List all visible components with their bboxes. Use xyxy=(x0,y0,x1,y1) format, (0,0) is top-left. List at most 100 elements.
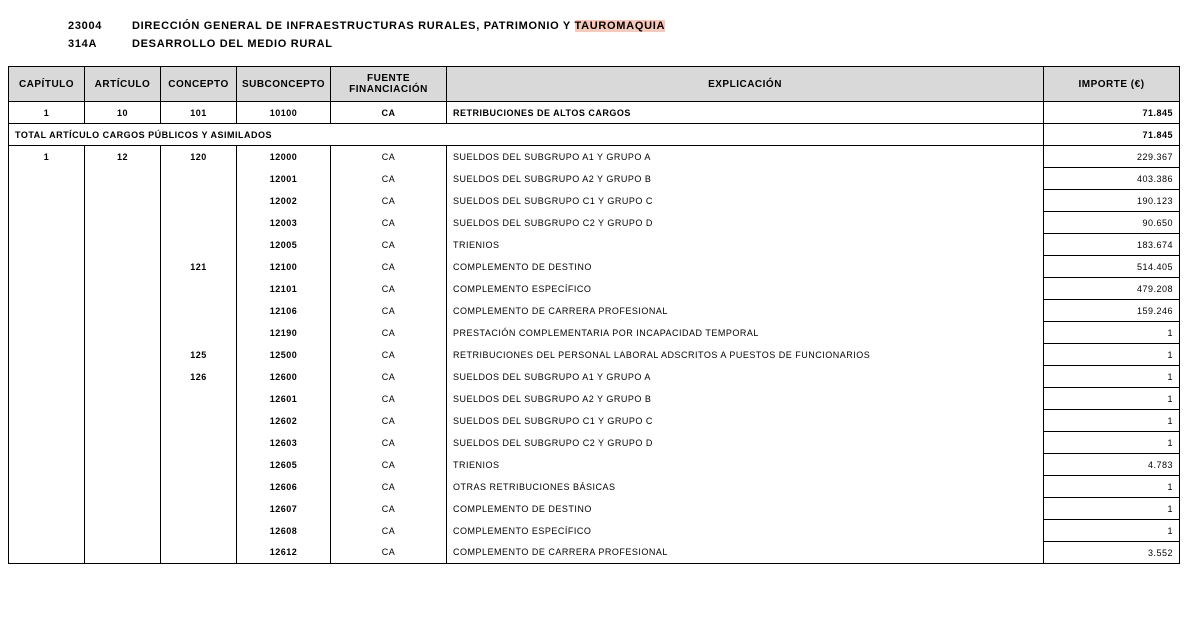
cell-fuente: CA xyxy=(331,300,447,322)
total-amount: 71.845 xyxy=(1044,124,1180,146)
cell-concepto xyxy=(161,454,237,476)
cell-subconcepto: 12605 xyxy=(237,454,331,476)
cell-capitulo xyxy=(9,410,85,432)
cell-importe: 190.123 xyxy=(1044,190,1180,212)
cell-subconcepto: 12500 xyxy=(237,344,331,366)
cell-capitulo xyxy=(9,168,85,190)
cell-articulo xyxy=(85,520,161,542)
cell-concepto: 120 xyxy=(161,146,237,168)
table-body: 11010110100CARETRIBUCIONES DE ALTOS CARG… xyxy=(9,102,1180,564)
cell-fuente: CA xyxy=(331,454,447,476)
cell-capitulo xyxy=(9,212,85,234)
cell-concepto: 121 xyxy=(161,256,237,278)
cell-concepto xyxy=(161,388,237,410)
cell-concepto xyxy=(161,300,237,322)
cell-subconcepto: 12612 xyxy=(237,542,331,564)
cell-subconcepto: 12607 xyxy=(237,498,331,520)
cell-fuente: CA xyxy=(331,322,447,344)
cell-importe: 1 xyxy=(1044,498,1180,520)
cell-articulo: 12 xyxy=(85,146,161,168)
cell-concepto xyxy=(161,542,237,564)
cell-explicacion: PRESTACIÓN COMPLEMENTARIA POR INCAPACIDA… xyxy=(447,322,1044,344)
col-importe: IMPORTE (€) xyxy=(1044,67,1180,102)
cell-fuente: CA xyxy=(331,212,447,234)
cell-articulo xyxy=(85,388,161,410)
cell-capitulo xyxy=(9,454,85,476)
cell-subconcepto: 12005 xyxy=(237,234,331,256)
cell-articulo xyxy=(85,432,161,454)
cell-fuente: CA xyxy=(331,344,447,366)
cell-importe: 183.674 xyxy=(1044,234,1180,256)
cell-fuente: CA xyxy=(331,476,447,498)
cell-capitulo xyxy=(9,498,85,520)
cell-importe: 1 xyxy=(1044,520,1180,542)
cell-fuente: CA xyxy=(331,256,447,278)
cell-explicacion: COMPLEMENTO ESPECÍFICO xyxy=(447,278,1044,300)
table-row: 12612CACOMPLEMENTO DE CARRERA PROFESIONA… xyxy=(9,542,1180,564)
cell-importe: 3.552 xyxy=(1044,542,1180,564)
cell-capitulo xyxy=(9,344,85,366)
cell-concepto xyxy=(161,520,237,542)
cell-explicacion: RETRIBUCIONES DEL PERSONAL LABORAL ADSCR… xyxy=(447,344,1044,366)
cell-importe: 229.367 xyxy=(1044,146,1180,168)
table-row: 12112100CACOMPLEMENTO DE DESTINO514.405 xyxy=(9,256,1180,278)
cell-articulo xyxy=(85,476,161,498)
cell-concepto xyxy=(161,322,237,344)
cell-articulo xyxy=(85,498,161,520)
total-row: TOTAL ARTÍCULO CARGOS PÚBLICOS Y ASIMILA… xyxy=(9,124,1180,146)
cell-articulo xyxy=(85,168,161,190)
cell-importe: 1 xyxy=(1044,432,1180,454)
col-explicacion: EXPLICACIÓN xyxy=(447,67,1044,102)
cell-explicacion: SUELDOS DEL SUBGRUPO A2 Y GRUPO B xyxy=(447,168,1044,190)
cell-articulo xyxy=(85,542,161,564)
cell-explicacion: TRIENIOS xyxy=(447,234,1044,256)
cell-articulo xyxy=(85,190,161,212)
total-label: TOTAL ARTÍCULO CARGOS PÚBLICOS Y ASIMILA… xyxy=(9,124,1044,146)
cell-concepto: 126 xyxy=(161,366,237,388)
table-row: 12608CACOMPLEMENTO ESPECÍFICO1 xyxy=(9,520,1180,542)
cell-importe: 403.386 xyxy=(1044,168,1180,190)
cell-concepto xyxy=(161,168,237,190)
table-row: 12603CASUELDOS DEL SUBGRUPO C2 Y GRUPO D… xyxy=(9,432,1180,454)
cell-articulo xyxy=(85,300,161,322)
cell-explicacion: COMPLEMENTO DE CARRERA PROFESIONAL xyxy=(447,542,1044,564)
cell-importe: 1 xyxy=(1044,344,1180,366)
cell-concepto xyxy=(161,190,237,212)
cell-concepto xyxy=(161,476,237,498)
cell-subconcepto: 12601 xyxy=(237,388,331,410)
org-name: DIRECCIÓN GENERAL DE INFRAESTRUCTURAS RU… xyxy=(132,20,665,32)
cell-explicacion: SUELDOS DEL SUBGRUPO C1 Y GRUPO C xyxy=(447,190,1044,212)
cell-articulo xyxy=(85,366,161,388)
table-header-row: CAPÍTULO ARTÍCULO CONCEPTO SUBCONCEPTO F… xyxy=(9,67,1180,102)
cell-articulo xyxy=(85,278,161,300)
cell-capitulo xyxy=(9,542,85,564)
cell-subconcepto: 12003 xyxy=(237,212,331,234)
cell-capitulo xyxy=(9,278,85,300)
cell-capitulo: 1 xyxy=(9,102,85,124)
cell-concepto xyxy=(161,278,237,300)
col-subconcepto: SUBCONCEPTO xyxy=(237,67,331,102)
cell-capitulo xyxy=(9,366,85,388)
cell-fuente: CA xyxy=(331,234,447,256)
org-name-pre: DIRECCIÓN GENERAL DE INFRAESTRUCTURAS RU… xyxy=(132,20,575,32)
cell-subconcepto: 12000 xyxy=(237,146,331,168)
cell-capitulo xyxy=(9,190,85,212)
table-row: 12106CACOMPLEMENTO DE CARRERA PROFESIONA… xyxy=(9,300,1180,322)
col-capitulo: CAPÍTULO xyxy=(9,67,85,102)
cell-fuente: CA xyxy=(331,190,447,212)
table-row: 12001CASUELDOS DEL SUBGRUPO A2 Y GRUPO B… xyxy=(9,168,1180,190)
cell-subconcepto: 12001 xyxy=(237,168,331,190)
cell-explicacion: OTRAS RETRIBUCIONES BÁSICAS xyxy=(447,476,1044,498)
table-row: 12002CASUELDOS DEL SUBGRUPO C1 Y GRUPO C… xyxy=(9,190,1180,212)
table-row: 12605CATRIENIOS4.783 xyxy=(9,454,1180,476)
cell-fuente: CA xyxy=(331,498,447,520)
cell-subconcepto: 12608 xyxy=(237,520,331,542)
cell-explicacion: COMPLEMENTO ESPECÍFICO xyxy=(447,520,1044,542)
cell-capitulo xyxy=(9,388,85,410)
cell-concepto xyxy=(161,212,237,234)
cell-subconcepto: 12602 xyxy=(237,410,331,432)
cell-explicacion: SUELDOS DEL SUBGRUPO A2 Y GRUPO B xyxy=(447,388,1044,410)
cell-importe: 4.783 xyxy=(1044,454,1180,476)
cell-importe: 479.208 xyxy=(1044,278,1180,300)
cell-concepto xyxy=(161,498,237,520)
